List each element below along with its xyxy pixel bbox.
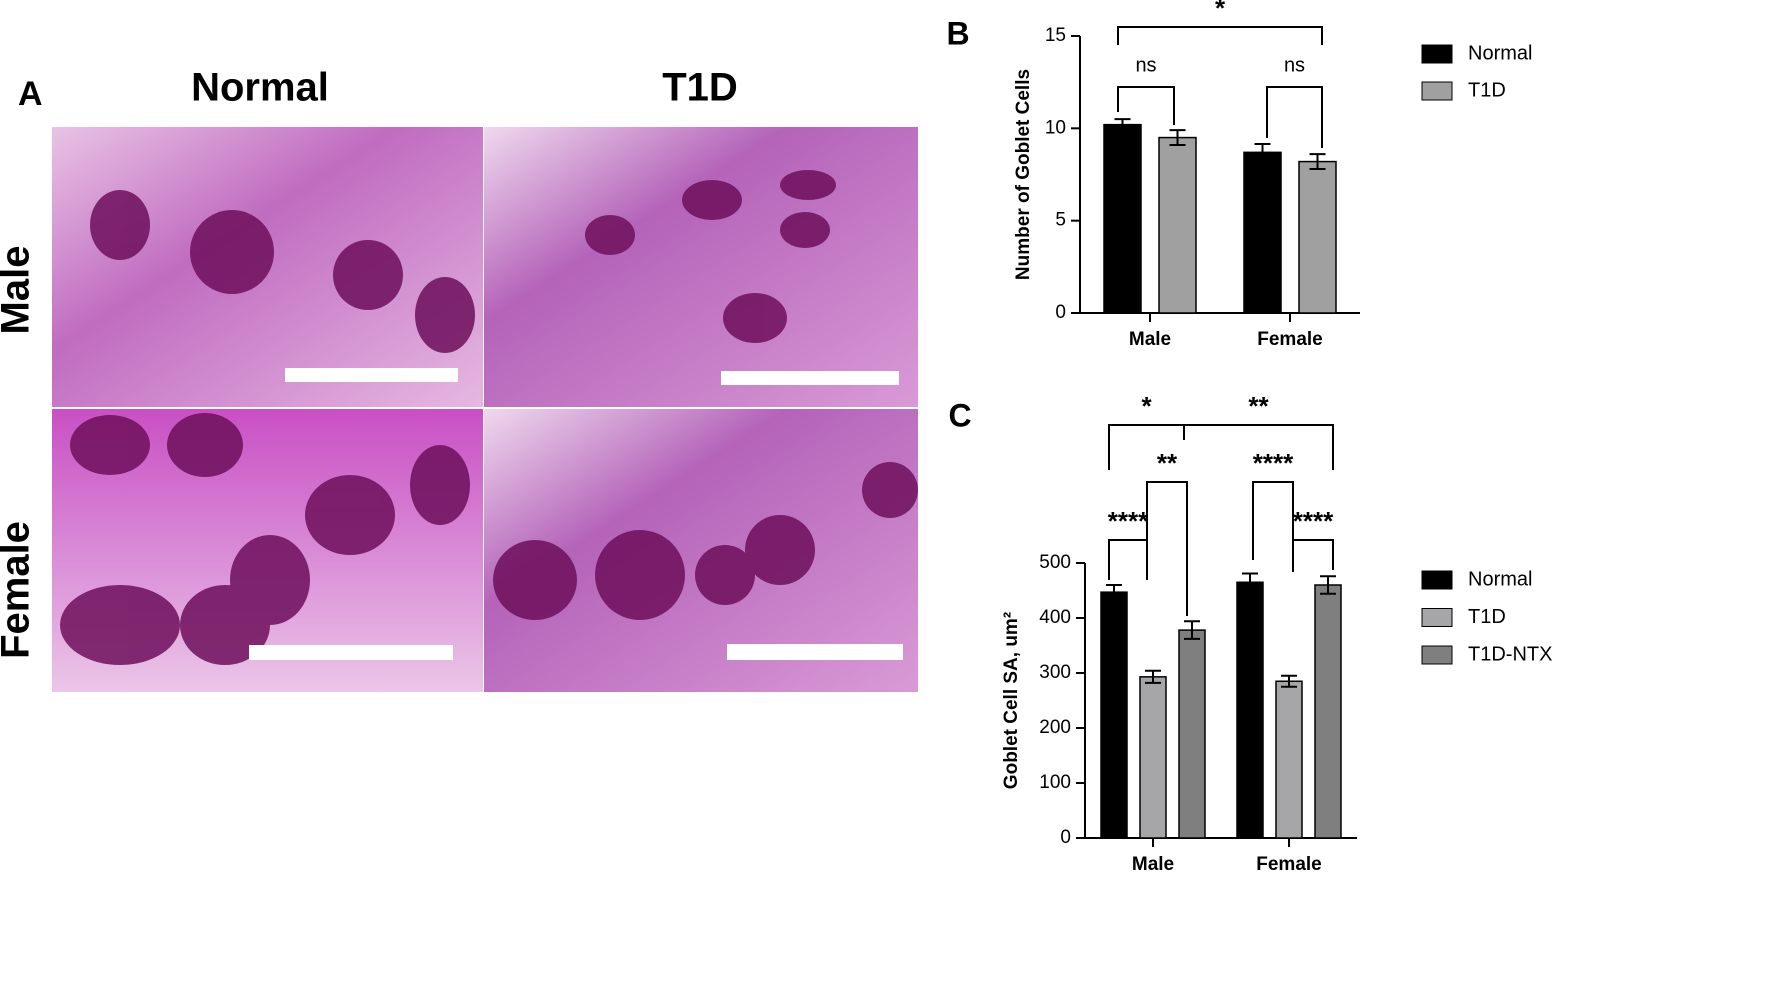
scale-bars [249,368,903,660]
bracket [1252,481,1294,572]
bar [1314,584,1342,839]
x-tick-label: Female [1256,854,1321,875]
error-bar [1320,575,1336,595]
x-tick-label: Male [1129,329,1171,350]
legend-label: Normal [1468,42,1532,64]
legend-label: T1D-NTX [1468,643,1552,665]
panel-label: C [948,397,971,433]
significance-label: ** [1157,448,1178,478]
bar [1243,151,1282,314]
y-tick-label: 400 [1039,607,1071,628]
column-label: T1D [662,66,738,110]
significance-label: * [1141,391,1152,421]
x-tick-label: Male [1132,854,1174,875]
y-tick-label: 500 [1039,552,1071,573]
error-bar [1169,129,1186,146]
error-bar [1254,143,1271,162]
x-tick-label: Female [1257,329,1322,350]
y-tick-label: 5 [1055,210,1066,231]
y-tick-label: 300 [1039,662,1071,683]
y-axis-label: Number of Goblet Cells [1013,69,1034,280]
bar [1139,676,1167,839]
error-bar [1145,669,1161,684]
significance-label: ns [1284,54,1305,76]
error-bar [1242,572,1258,593]
bracket [1183,424,1334,470]
bar [1103,123,1142,314]
y-tick-label: 0 [1055,302,1066,323]
legend-swatch [1421,44,1453,64]
cells [60,170,918,665]
bracket [1266,86,1323,148]
legend-label: T1D [1468,79,1506,101]
column-label: Normal [191,66,329,110]
significance-label: **** [1293,506,1334,536]
bar [1275,680,1303,839]
bracket [1117,86,1175,125]
bracket [1117,26,1323,45]
legend-swatch [1421,645,1453,665]
y-tick-label: 100 [1039,772,1071,793]
bar [1158,136,1197,314]
significance-label: ** [1248,391,1269,421]
panel-label: B [946,15,969,51]
panel-label: A [18,75,43,113]
error-bar [1281,674,1297,688]
significance-label: * [1215,0,1226,23]
y-axis-label: Goblet Cell SA, um² [1001,612,1022,789]
bar [1100,591,1128,839]
y-tick-label: 10 [1045,117,1066,138]
bracket [1292,539,1334,572]
bar [1178,629,1206,839]
legend-label: T1D [1468,606,1506,628]
error-bar [1309,153,1326,170]
bar [1236,581,1264,839]
histology-image [484,127,918,407]
error-bar [1114,118,1131,132]
significance-label: **** [1108,506,1149,536]
legend-swatch [1421,81,1453,101]
row-label: Female [0,521,38,659]
y-tick-label: 200 [1039,717,1071,738]
bracket [1146,481,1188,616]
error-bar [1184,620,1200,640]
significance-label: ns [1135,54,1156,76]
histology-panel: A Normal T1D Male Female [0,66,918,692]
legend-swatch [1421,570,1453,590]
row-label: Male [0,246,38,335]
significance-label: **** [1253,448,1294,478]
error-bar [1106,584,1122,601]
bar [1298,160,1337,314]
legend-label: Normal [1468,568,1532,590]
bracket [1108,539,1148,580]
legend-swatch [1421,608,1453,627]
y-tick-label: 15 [1045,25,1066,46]
y-tick-label: 0 [1060,827,1071,848]
